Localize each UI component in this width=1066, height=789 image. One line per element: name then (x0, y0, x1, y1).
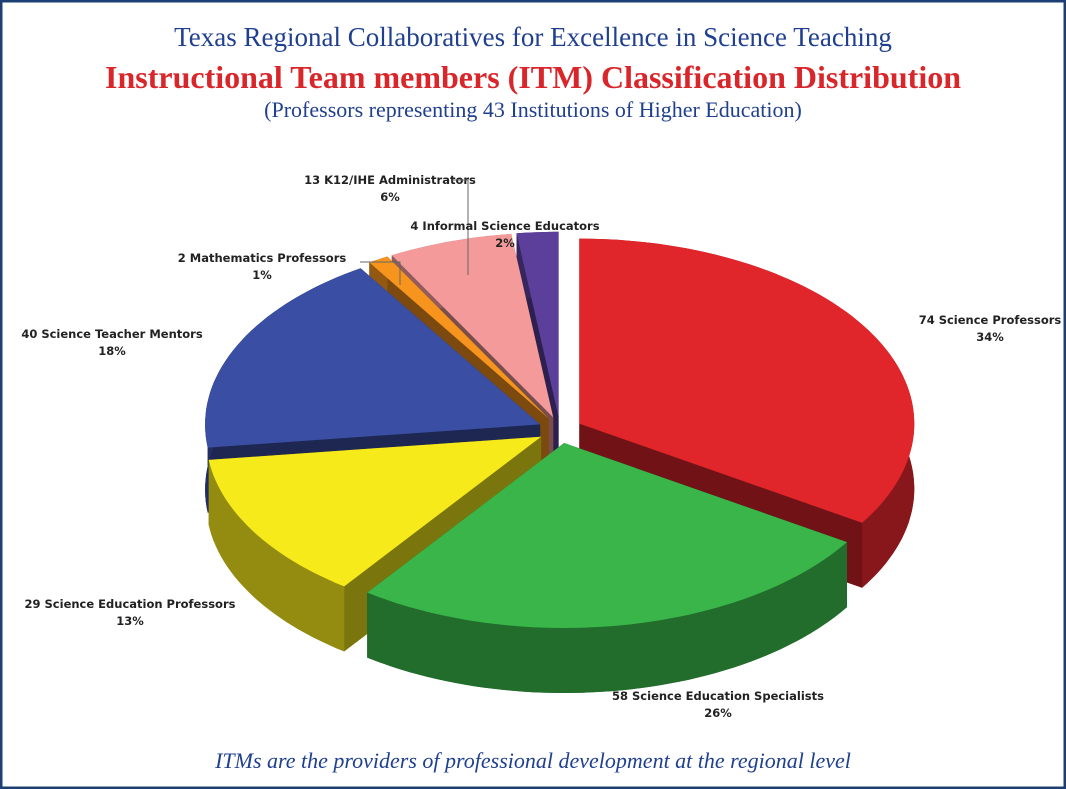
slice-side (367, 542, 847, 693)
slice-label: 2 Mathematics Professors (178, 251, 347, 265)
slice (516, 231, 559, 417)
slice (369, 256, 549, 419)
slice-value-label: 1% (252, 268, 272, 282)
chart-note: (Professors representing 43 Institutions… (264, 97, 802, 122)
slice (205, 268, 541, 448)
slice (391, 233, 554, 418)
slice-value-label: 26% (704, 706, 732, 720)
leader-line (360, 261, 401, 285)
leader-line (452, 179, 469, 275)
slice-value-label: 2% (495, 236, 515, 250)
slice-value-label: 13% (116, 614, 144, 628)
slice-label: 40 Science Teacher Mentors (21, 327, 203, 341)
chart-caption: ITMs are the providers of professional d… (214, 748, 851, 773)
slice-label: 13 K12/IHE Administrators (304, 173, 476, 187)
slice-label: 58 Science Education Specialists (612, 689, 824, 703)
slice (208, 436, 542, 587)
slice (579, 238, 915, 523)
labels: 74 Science Professors 34% 58 Science Educa… (21, 173, 1061, 720)
slice-label: 4 Informal Science Educators (410, 219, 599, 233)
slice-label: 29 Science Education Professors (25, 597, 236, 611)
slice-side (208, 459, 345, 652)
slice (367, 443, 847, 628)
pie (205, 231, 915, 693)
chart-subtitle: Texas Regional Collaboratives for Excell… (174, 22, 892, 52)
slice-value-label: 6% (380, 190, 400, 204)
slice-value-label: 34% (976, 330, 1004, 344)
slice-value-label: 18% (98, 344, 126, 358)
chart-title: Instructional Team members (ITM) Classif… (105, 59, 961, 95)
slice-label: 74 Science Professors (919, 313, 1062, 327)
